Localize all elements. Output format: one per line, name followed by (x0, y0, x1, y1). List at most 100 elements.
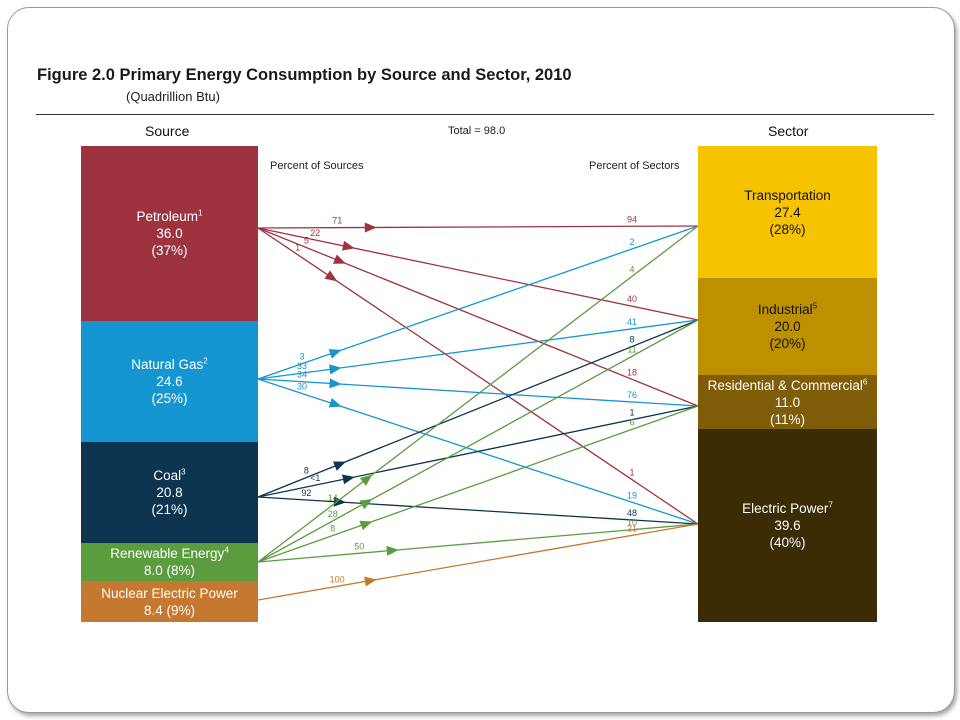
flow-arrowhead (333, 254, 346, 264)
flow-arrowhead (359, 499, 373, 510)
source-name: Renewable Energy (110, 546, 225, 561)
flow-arrowhead (324, 270, 338, 282)
footnote-marker: 5 (812, 301, 818, 311)
flow-source-percent: 34 (297, 370, 307, 380)
footnote-marker: 6 (862, 377, 868, 386)
total-label: Total = 98.0 (448, 125, 506, 137)
sector-box-industrial: Industrial5 20.0 (20%) (698, 278, 877, 375)
flow-sector-percent: 48 (627, 508, 637, 518)
flow-source-percent: 8 (304, 466, 309, 476)
flow-source-percent: 14 (328, 493, 338, 503)
flow-sector-percent: 18 (627, 367, 637, 377)
sector-percent: (40%) (769, 535, 806, 550)
sector-header: Sector (768, 123, 809, 139)
sector-value: 39.6 (774, 518, 801, 533)
flow-line (257, 405, 699, 563)
flow-line (257, 523, 699, 563)
source-value: 20.8 (156, 485, 183, 500)
flow-line (257, 496, 699, 525)
flow-sector-percent: 41 (627, 317, 637, 327)
source-box-natural-gas: Natural Gas2 24.6 (25%) (81, 321, 258, 442)
title-rule (36, 114, 934, 115)
footnote-marker: 1 (198, 208, 203, 218)
sector-name: Transportation (744, 187, 831, 203)
flow-arrowhead (329, 364, 342, 375)
footnote-marker: 3 (181, 467, 186, 477)
flow-sector-percent: 1 (629, 468, 634, 478)
flow-line (257, 225, 699, 563)
flow-arrowhead (359, 520, 373, 531)
flow-diagram: 71 942240518113233413476301988<1192481442… (257, 214, 699, 601)
flow-line (257, 523, 699, 601)
flow-arrowhead (342, 240, 355, 251)
flow-source-percent: 5 (304, 236, 309, 246)
source-percent: (25%) (151, 391, 188, 406)
source-percent: (37%) (151, 243, 188, 258)
footnote-marker: 2 (203, 356, 208, 366)
sector-value: 11.0 (774, 394, 801, 410)
source-name: Natural Gas (131, 357, 204, 372)
flow-sector-percent: 76 (627, 390, 637, 400)
source-value: 36.0 (156, 226, 183, 241)
sector-name: Industrial (757, 302, 813, 317)
source-box-coal: Coal3 20.8 (21%) (81, 442, 258, 543)
source-name: Nuclear Electric Power (101, 585, 238, 601)
flow-sector-percent: 10 (627, 518, 637, 528)
sector-box-transportation: Transportation 27.4 (28%) (698, 146, 877, 278)
flow-source-percent: 30 (297, 382, 307, 392)
flow-source-percent: 33 (297, 361, 307, 371)
source-box-petroleum: Petroleum1 36.0 (37%) (81, 146, 258, 321)
flow-source-percent: 71 (332, 216, 342, 226)
flow-sector-percent: 21 (627, 523, 637, 533)
flow-sector-percent: 19 (627, 490, 637, 500)
sector-percent: (20%) (769, 336, 806, 351)
flow-sector-percent: 4 (629, 264, 634, 274)
flow-source-percent: <1 (310, 473, 320, 483)
flow-sector-percent: 6 (629, 417, 634, 427)
flow-arrowhead (342, 474, 355, 485)
flow-source-percent: 1 (295, 243, 300, 253)
source-header: Source (145, 123, 190, 139)
flow-arrowhead (359, 474, 373, 486)
percent-of-sectors-label: Percent of Sectors (589, 160, 680, 172)
footnote-marker: 7 (828, 500, 833, 510)
footnote-marker: 4 (224, 545, 229, 555)
flow-arrowhead (333, 461, 346, 471)
sector-name: Electric Power (742, 501, 829, 516)
percent-of-sources-label: Percent of Sources (270, 160, 364, 172)
flow-sector-percent: 11 (627, 344, 636, 354)
source-box-nuclear-electric-power: Nuclear Electric Power 8.4 (9%) (81, 581, 258, 622)
source-name: Petroleum (136, 209, 199, 224)
flow-sector-percent: 2 (629, 237, 634, 247)
flow-line (257, 319, 699, 498)
source-value-percent: 8.4 (9%) (143, 602, 196, 618)
flow-arrowhead (328, 398, 342, 408)
sector-value: 27.4 (774, 204, 801, 220)
flow-line (257, 319, 699, 563)
flow-source-percent: 100 (330, 574, 345, 584)
flow-arrowhead (364, 576, 377, 587)
flow-arrowhead (364, 222, 377, 233)
source-name: Coal (153, 468, 182, 483)
flow-source-percent: 28 (328, 509, 338, 519)
sector-box-electric-power: Electric Power7 39.6 (40%) (698, 429, 877, 622)
source-value-percent: 8.0 (8%) (143, 563, 196, 578)
flow-sector-percent: 8 (629, 335, 634, 345)
flow-arrowhead (328, 349, 342, 359)
source-percent: (21%) (151, 502, 188, 517)
sector-value: 20.0 (774, 319, 801, 334)
flow-line (257, 227, 699, 407)
flow-arrowhead (386, 545, 399, 556)
source-value: 24.6 (156, 374, 183, 389)
flow-sector-percent: 94 (627, 214, 637, 224)
flow-source-percent: 92 (301, 488, 311, 498)
flow-sector-percent: 40 (627, 294, 637, 304)
figure-subtitle: (Quadrillion Btu) (126, 89, 220, 104)
flow-arrowhead (333, 496, 346, 507)
flow-line (257, 225, 699, 229)
flow-source-percent: 50 (354, 541, 364, 551)
slide-frame: Figure 2.0 Primary Energy Consumption by… (7, 7, 955, 713)
flow-line (257, 227, 699, 321)
sector-percent: (11%) (769, 411, 805, 427)
flow-arrowhead (329, 378, 342, 389)
